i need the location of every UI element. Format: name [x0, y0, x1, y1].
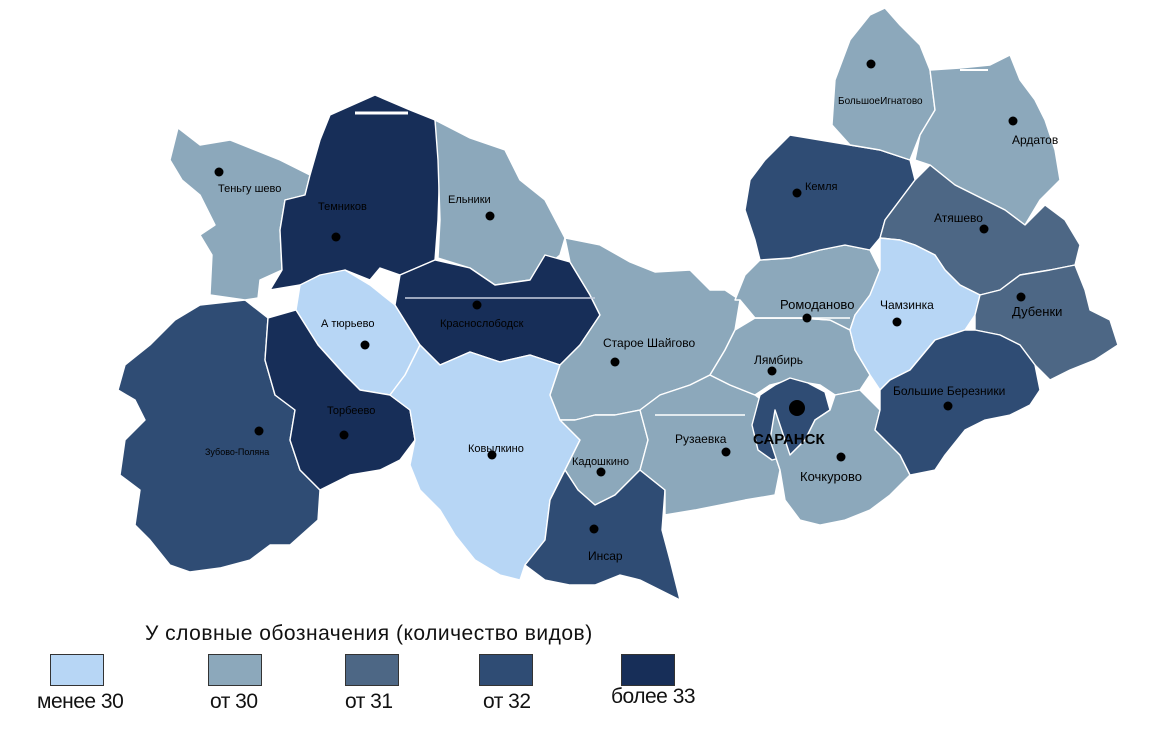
legend-box-32 [479, 654, 533, 686]
district-label-starshaigovo: Старое Шайгово [603, 336, 695, 350]
town-marker-dubenki [1016, 292, 1026, 302]
town-marker-kovylkino [487, 450, 497, 460]
town-marker-temnikov [331, 232, 341, 242]
town-marker-krasnoslobodsk [472, 300, 482, 310]
legend-box-lt30 [50, 654, 104, 686]
district-label-bbereznyaki: Большие Березники [893, 384, 1005, 398]
district-map: Теньгу шево Темников Ельники БольшоеИгнатов… [117, 7, 1119, 601]
town-marker-tengushevo [214, 167, 224, 177]
district-label-elniki: Ельники [448, 194, 491, 206]
district-label-insar: Инсар [588, 549, 623, 563]
town-marker-starshaigovo [610, 357, 620, 367]
district-ardatov[interactable] [914, 54, 1061, 226]
town-marker-torbeevo [339, 430, 349, 440]
legend-label-lt30: менее 30 [37, 690, 124, 713]
legend-box-30 [208, 654, 262, 686]
district-label-chamzinka: Чамзинка [880, 298, 934, 312]
town-marker-romodanovo [802, 313, 812, 323]
district-torbeevo[interactable] [264, 309, 416, 491]
district-label-torbeevo: Торбеево [327, 405, 375, 417]
legend-box-33 [621, 654, 675, 686]
district-label-ruzaevka: Рузаевка [675, 432, 727, 446]
town-marker-kemlya [792, 188, 802, 198]
district-label-temnikov: Темников [318, 201, 367, 213]
district-label-krasnoslobodsk: Краснослободск [440, 318, 524, 330]
district-label-atyurevo: А тюрьево [321, 318, 375, 330]
town-marker-kochkurovo [836, 452, 846, 462]
town-marker-kadoshkino [596, 467, 606, 477]
district-insar[interactable] [524, 469, 681, 601]
town-marker-elniki [485, 211, 495, 221]
district-label-ardatov: Ардатов [1012, 133, 1058, 147]
district-label-dubenki: Дубенки [1012, 304, 1062, 319]
town-marker-chamzinka [892, 317, 902, 327]
town-marker-bbereznyaki [943, 401, 953, 411]
town-marker-ardatov [1008, 116, 1018, 126]
legend-label-32: от 32 [483, 690, 531, 713]
legend-label-33: более 33 [611, 685, 696, 708]
district-label-bolsheignatovo: БольшоеИгнатово [838, 96, 923, 107]
district-label-kemlya: Кемля [805, 181, 838, 193]
district-label-kochkurovo: Кочкурово [800, 469, 862, 484]
town-marker-bolsheignatovo [866, 59, 876, 69]
town-marker-ruzaevka [721, 447, 731, 457]
district-bolshie-bereznyaki[interactable] [874, 329, 1041, 476]
legend-label-30: от 30 [210, 690, 258, 713]
district-label-kovylkino: Ковылкино [468, 443, 524, 455]
town-marker-insar [589, 524, 599, 534]
district-label-romodanovo: Ромоданово [780, 297, 854, 312]
district-label-tengushevo: Теньгу шево [218, 183, 281, 195]
legend-title: У словные обозначения (количество видов) [145, 622, 593, 645]
town-marker-saransk [789, 400, 805, 416]
district-label-saransk: САРАНСК [753, 431, 825, 448]
district-ruzaevka[interactable] [639, 374, 781, 516]
legend-box-31 [345, 654, 399, 686]
district-label-lyambir: Лямбирь [754, 353, 803, 367]
town-marker-zubovapolyana [254, 426, 264, 436]
town-marker-atyashevo [979, 224, 989, 234]
district-label-zubovapolyana: Зубово-Поляна [205, 447, 269, 457]
town-marker-atyurevo [360, 340, 370, 350]
town-marker-lyambir [767, 366, 777, 376]
district-tengushevo[interactable] [169, 127, 311, 301]
legend-label-31: от 31 [345, 690, 393, 713]
district-label-kadoshkino: Кадошкино [572, 456, 629, 468]
district-label-atyashevo: Атяшево [934, 211, 983, 225]
